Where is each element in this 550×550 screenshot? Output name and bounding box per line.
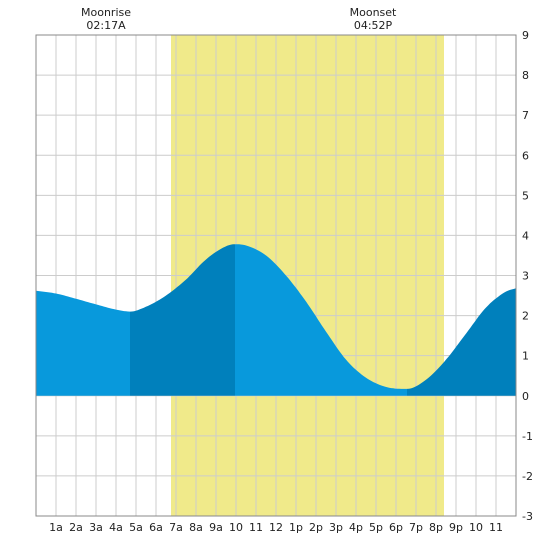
- x-tick-label: 8p: [429, 521, 443, 534]
- y-tick-label: -2: [522, 470, 533, 483]
- y-tick-label: 3: [522, 270, 529, 283]
- y-tick-label: 5: [522, 189, 529, 202]
- x-tick-label: 12: [269, 521, 283, 534]
- x-tick-label: 5a: [129, 521, 143, 534]
- y-tick-label: 7: [522, 109, 529, 122]
- y-tick-label: 2: [522, 310, 529, 323]
- x-tick-label: 6a: [149, 521, 163, 534]
- moon-event-title: Moonset: [350, 6, 397, 19]
- x-tick-label: 11: [489, 521, 503, 534]
- x-tick-label: 3p: [329, 521, 343, 534]
- x-tick-label: 2a: [69, 521, 83, 534]
- x-tick-label: 7a: [169, 521, 183, 534]
- tide-area-rising: [407, 288, 516, 396]
- y-tick-label: -1: [522, 430, 533, 443]
- x-tick-label: 4a: [109, 521, 123, 534]
- x-tick-label: 10: [469, 521, 483, 534]
- y-tick-label: 0: [522, 390, 529, 403]
- x-tick-label: 1p: [289, 521, 303, 534]
- y-tick-label: 9: [522, 29, 529, 42]
- x-tick-label: 5p: [369, 521, 383, 534]
- x-tick-label: 3a: [89, 521, 103, 534]
- x-tick-label: 10: [229, 521, 243, 534]
- moon-event-time: 04:52P: [354, 19, 393, 32]
- y-tick-label: 8: [522, 69, 529, 82]
- y-tick-label: -3: [522, 510, 533, 523]
- x-tick-label: 8a: [189, 521, 203, 534]
- x-tick-label: 11: [249, 521, 263, 534]
- moon-event-title: Moonrise: [81, 6, 131, 19]
- moon-event-time: 02:17A: [86, 19, 126, 32]
- x-tick-label: 1a: [49, 521, 63, 534]
- y-tick-label: 6: [522, 149, 529, 162]
- tide-area-falling: [235, 244, 407, 396]
- x-tick-label: 4p: [349, 521, 363, 534]
- x-tick-label: 7p: [409, 521, 423, 534]
- plot-frame: [35, 34, 517, 517]
- tide-area-rising: [130, 244, 235, 396]
- x-tick-label: 6p: [389, 521, 403, 534]
- x-tick-label: 9a: [209, 521, 223, 534]
- y-tick-label: 1: [522, 350, 529, 363]
- y-tick-label: 4: [522, 229, 529, 242]
- tide-area-falling: [36, 290, 130, 396]
- x-tick-label: 2p: [309, 521, 323, 534]
- x-tick-label: 9p: [449, 521, 463, 534]
